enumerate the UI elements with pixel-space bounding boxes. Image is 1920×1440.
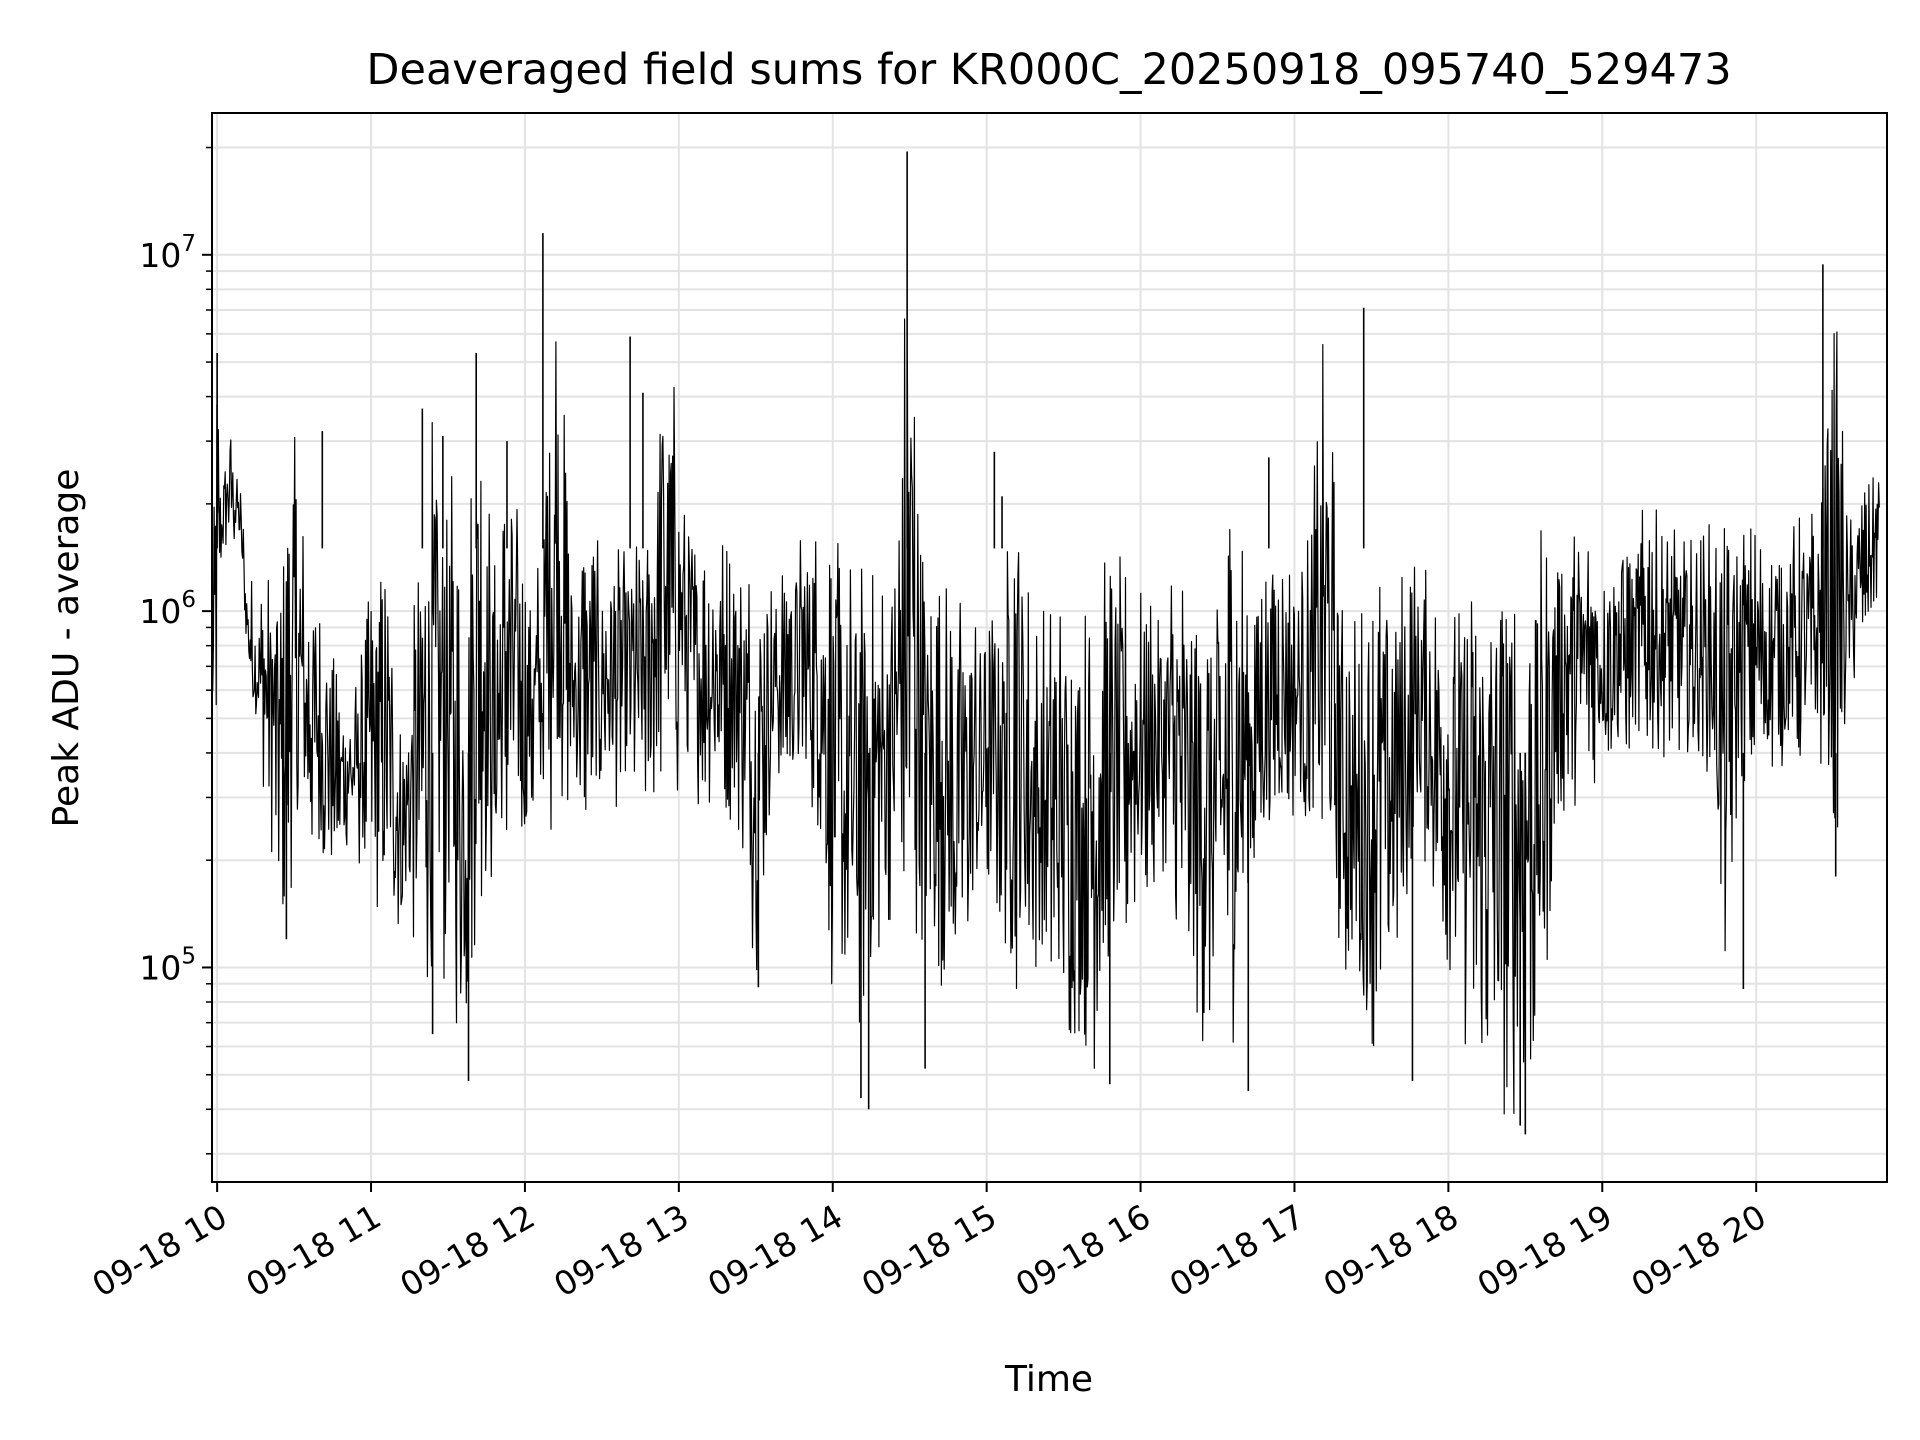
y-tick-label-exponent: 5 [181, 943, 196, 969]
y-tick-label: 106 [139, 587, 196, 631]
chart-title: Deaveraged field sums for KR000C_2025091… [366, 45, 1731, 95]
y-tick-label-base: 10 [139, 236, 181, 275]
series-layer [211, 151, 1880, 1135]
y-tick-label-base: 10 [139, 948, 181, 987]
series-line [211, 318, 1880, 1115]
y-axis-label: Peak ADU - average [46, 469, 87, 828]
plot-frame [211, 112, 1888, 1183]
x-axis-label: Time [1004, 1359, 1093, 1400]
y-tick-label: 107 [139, 231, 196, 275]
grid [212, 113, 1887, 1182]
y-tick-label-exponent: 6 [181, 587, 196, 613]
y-tick-label: 105 [139, 943, 196, 987]
y-tick-label-base: 10 [139, 592, 181, 631]
y-tick-label-exponent: 7 [181, 231, 196, 257]
